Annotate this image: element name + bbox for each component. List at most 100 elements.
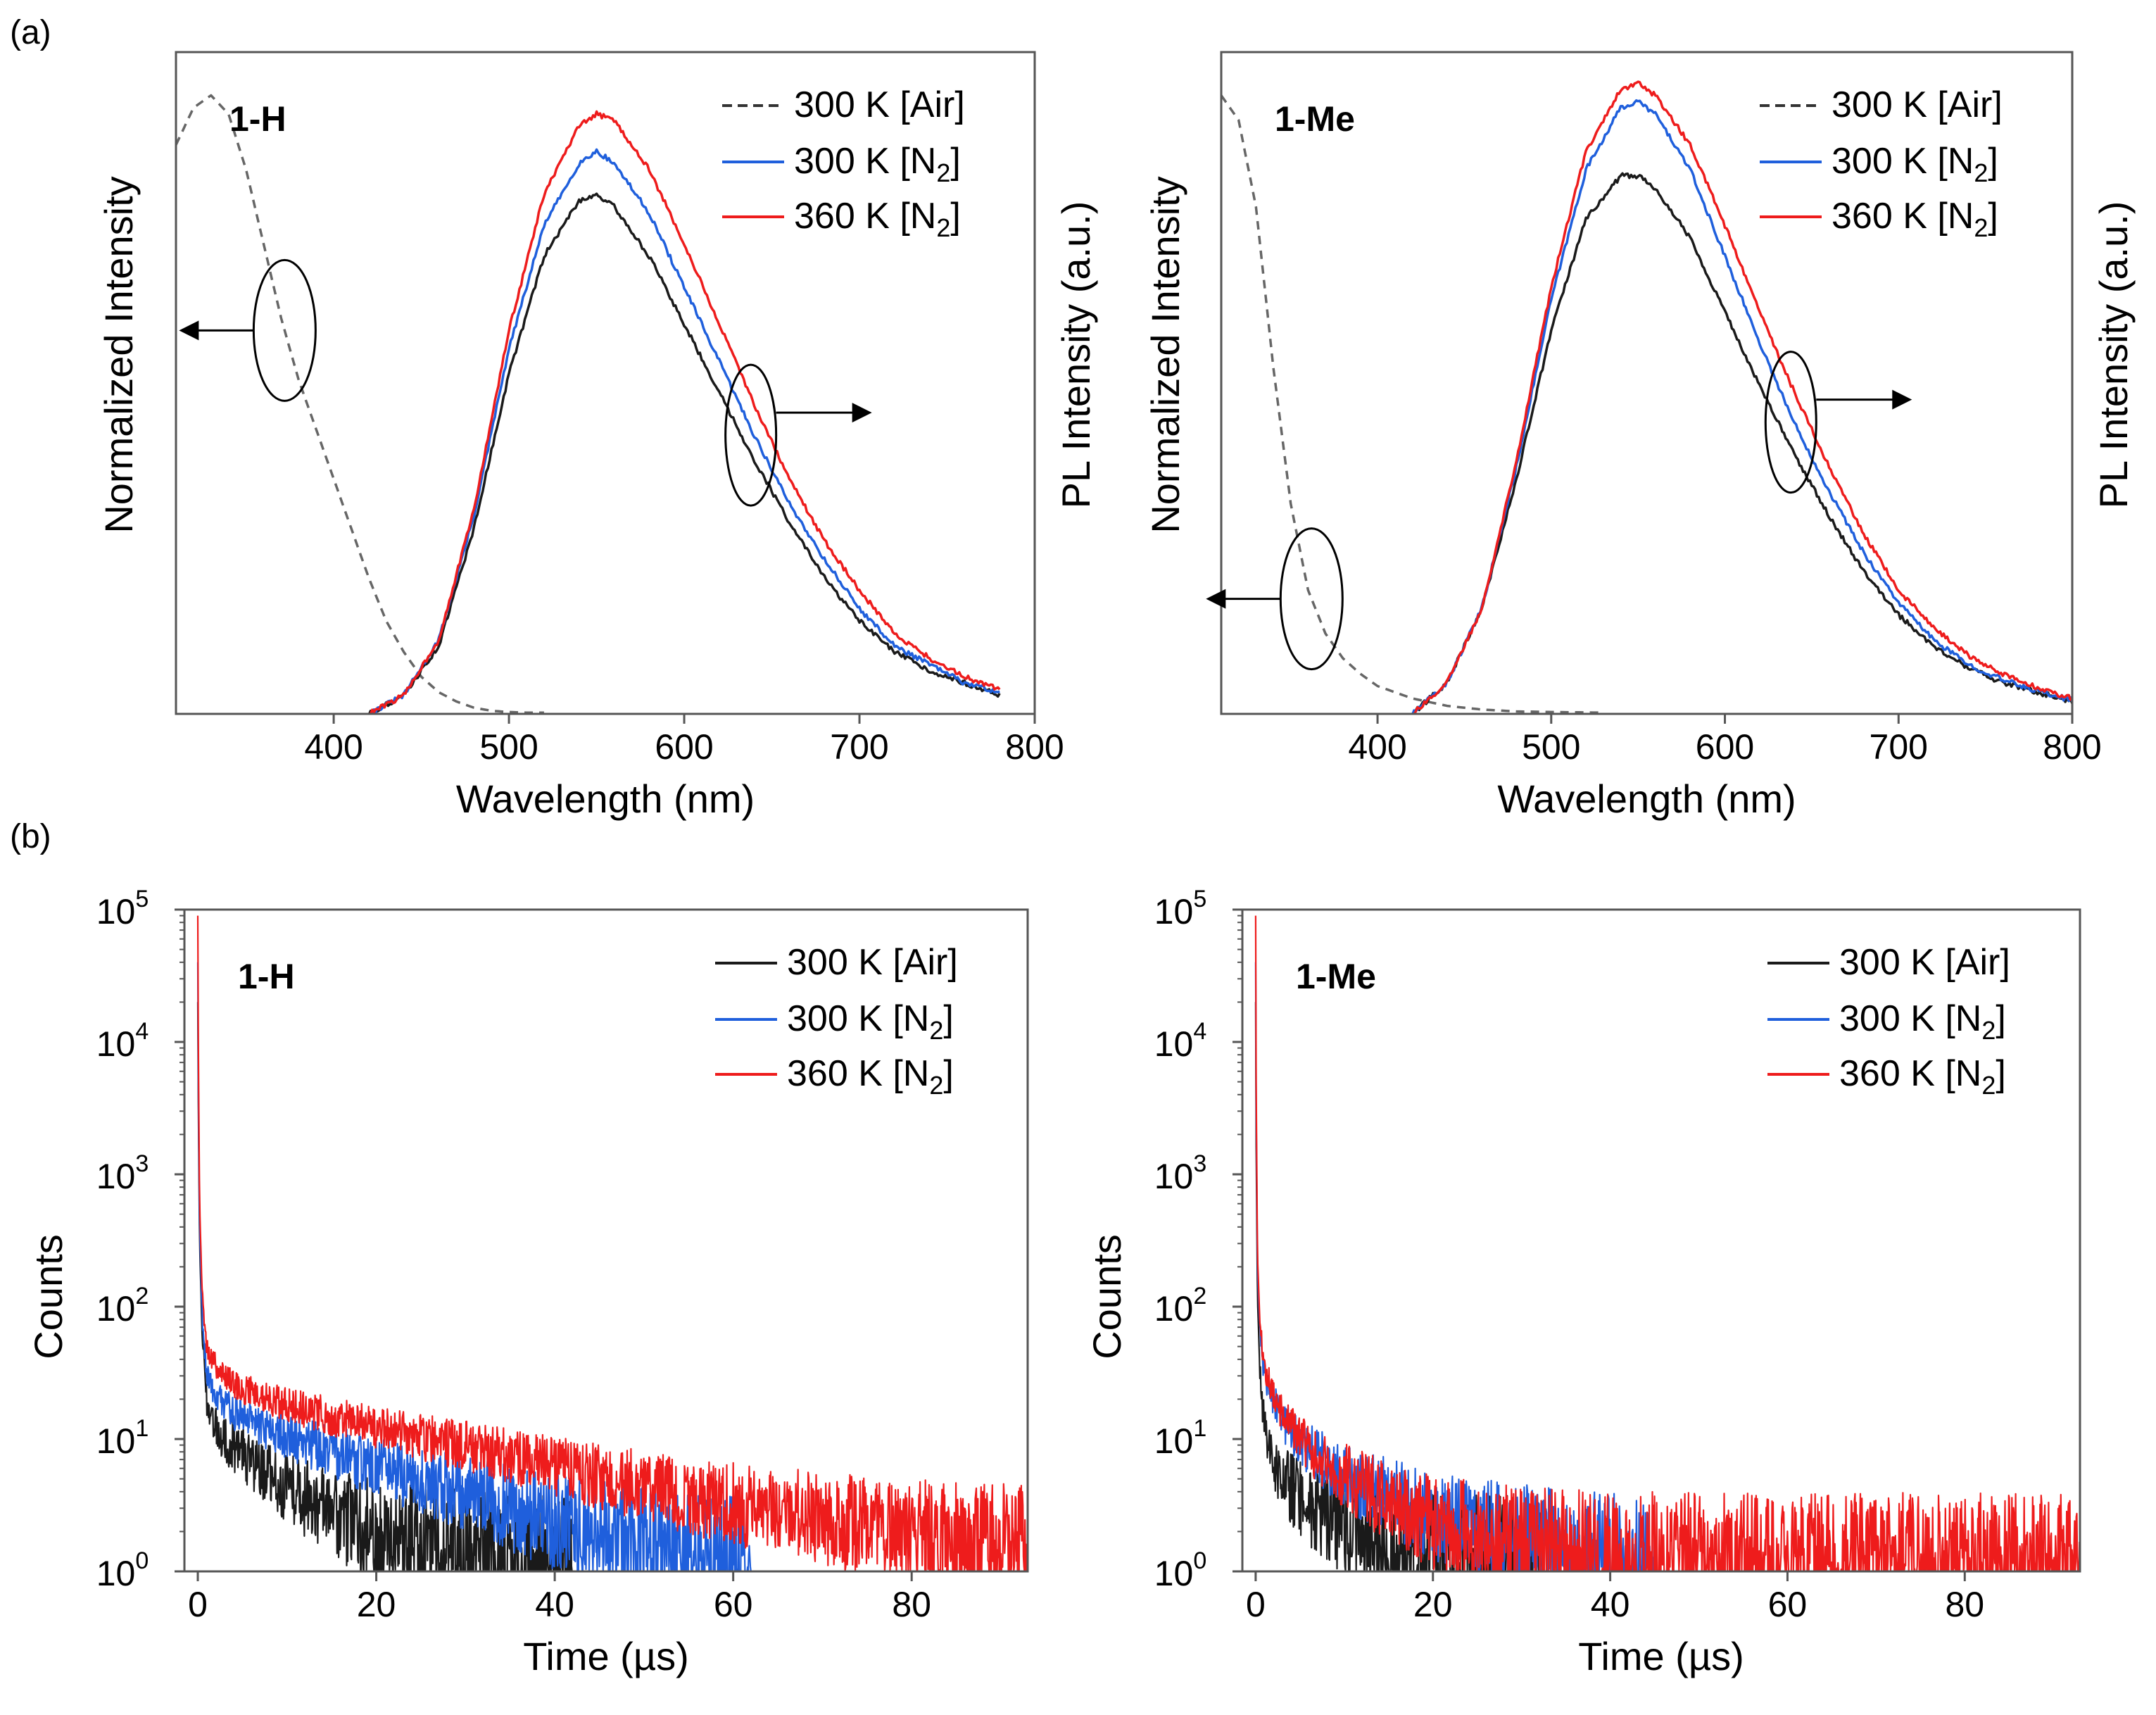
x-tick-label: 800 xyxy=(1005,727,1064,767)
legend-label-close: ] xyxy=(1988,196,1998,237)
legend-label-text: 300 K [N xyxy=(787,998,929,1039)
x-tick-label: 0 xyxy=(188,1585,208,1624)
x-tick-label: 80 xyxy=(892,1585,931,1624)
sample-label: 1-Me xyxy=(1296,957,1376,996)
series-360-k-n2- xyxy=(368,110,1001,714)
panel-label-b: (b) xyxy=(10,818,51,855)
sample-label: 1-H xyxy=(229,99,286,139)
plot-area xyxy=(1221,80,2072,714)
x-tick-label: 600 xyxy=(655,727,713,767)
x-tick-label: 700 xyxy=(1870,727,1928,767)
legend-label-0: 300 K [Air] xyxy=(1839,942,2010,983)
annotation-ellipse-emission xyxy=(1764,351,1817,494)
x-axis-label: Wavelength (nm) xyxy=(456,777,755,821)
y-tick-exponent: 1 xyxy=(135,1415,149,1442)
legend-label-text: 300 K [N xyxy=(1839,998,1981,1039)
y-tick-label: 100 xyxy=(96,1547,149,1593)
y-tick-base: 10 xyxy=(96,1554,136,1593)
x-tick-label: 60 xyxy=(714,1585,753,1624)
plot-frame xyxy=(1220,51,2074,715)
y-tick-base: 10 xyxy=(1154,1421,1194,1461)
y-axis-label: Counts xyxy=(26,1234,70,1359)
series-absorption-300-k-air- xyxy=(176,94,544,714)
y-tick-exponent: 4 xyxy=(135,1018,149,1045)
arrow-head-right-icon xyxy=(1892,389,1912,410)
series-300-k-air- xyxy=(1411,172,2072,714)
y-tick-base: 10 xyxy=(1154,1289,1194,1328)
y-tick-base: 10 xyxy=(96,1024,136,1064)
legend-label-subscript: 2 xyxy=(929,1071,943,1100)
arrow-head-left-icon xyxy=(179,320,199,341)
y-tick-exponent: 1 xyxy=(1193,1415,1206,1442)
legend-label-text: 300 K [Air] xyxy=(1832,84,2003,125)
legend-label-subscript: 2 xyxy=(1974,158,1988,187)
y-tick-exponent: 5 xyxy=(1193,886,1206,912)
legend-label-2: 360 K [N2] xyxy=(787,1053,954,1100)
y-tick-label: 103 xyxy=(1154,1150,1207,1196)
x-axis-label: Time (µs) xyxy=(523,1634,688,1678)
x-tick-label: 80 xyxy=(1945,1585,1984,1624)
plot-area xyxy=(196,915,1028,1571)
y-axis-label-left: Normalized Intensity xyxy=(96,176,141,533)
legend-label-1: 300 K [N2] xyxy=(787,998,954,1045)
legend-label-subscript: 2 xyxy=(936,213,950,242)
sample-label: 1-Me xyxy=(1275,99,1355,139)
legend-label-text: 360 K [N xyxy=(1839,1053,1981,1094)
y-tick-label: 105 xyxy=(96,886,149,931)
y-tick-label: 105 xyxy=(1154,886,1207,931)
legend-label-1: 300 K [N2] xyxy=(1832,141,1998,187)
y-tick-label: 104 xyxy=(96,1018,149,1064)
y-tick-exponent: 4 xyxy=(1193,1018,1206,1045)
legend-label-0: 300 K [Air] xyxy=(794,84,965,125)
legend-label-2: 360 K [N2] xyxy=(1839,1053,2006,1100)
series-360-k-n2- xyxy=(1411,80,2072,714)
y-tick-exponent: 3 xyxy=(135,1150,149,1177)
y-tick-label: 101 xyxy=(96,1415,149,1461)
legend-label-close: ] xyxy=(943,998,953,1039)
legend-label-close: ] xyxy=(1988,141,1998,182)
legend-label-text: 300 K [Air] xyxy=(787,942,958,983)
x-tick-label: 400 xyxy=(304,727,363,767)
x-axis-label: Wavelength (nm) xyxy=(1497,777,1796,821)
legend-label-text: 360 K [N xyxy=(787,1053,929,1094)
x-tick-label: 700 xyxy=(830,727,888,767)
chart-pl-1h: 400 500 600 700 800 Wavelength (nm) Normalized… xyxy=(96,51,1098,821)
x-tick-label: 600 xyxy=(1696,727,1754,767)
x-tick-label: 40 xyxy=(535,1585,574,1624)
series-300-k-n2- xyxy=(369,148,1000,714)
y-tick-label: 102 xyxy=(1154,1283,1207,1328)
x-tick-label: 20 xyxy=(357,1585,396,1624)
y-axis-label-left: Normalized Intensity xyxy=(1143,176,1187,533)
y-tick-label: 103 xyxy=(96,1150,149,1196)
y-tick-exponent: 3 xyxy=(1193,1150,1206,1177)
plot-frame xyxy=(1241,908,2081,1573)
series-300-k-n2- xyxy=(1411,99,2072,714)
x-axis-label: Time (µs) xyxy=(1578,1634,1744,1678)
series-360-k-n2- xyxy=(1254,915,2080,1571)
y-tick-base: 10 xyxy=(1154,1024,1194,1064)
y-tick-label: 102 xyxy=(96,1283,149,1328)
legend-label-subscript: 2 xyxy=(936,158,950,187)
legend-label-1: 300 K [N2] xyxy=(794,141,961,187)
series-absorption-300-k-air- xyxy=(1221,94,1603,714)
legend-label-1: 300 K [N2] xyxy=(1839,998,2006,1045)
y-tick-base: 10 xyxy=(1154,892,1194,931)
y-tick-label: 104 xyxy=(1154,1018,1207,1064)
legend-label-2: 360 K [N2] xyxy=(794,196,961,242)
x-tick-label: 20 xyxy=(1413,1585,1453,1624)
series-300-k-air- xyxy=(367,192,1001,714)
panel-label-a: (a) xyxy=(10,14,51,51)
y-tick-label: 101 xyxy=(1154,1415,1207,1461)
series-360-k-n2- xyxy=(196,915,1028,1571)
plot-area xyxy=(1254,915,2080,1571)
y-tick-exponent: 0 xyxy=(1193,1547,1206,1574)
y-axis-label-right: PL Intensity (a.u.) xyxy=(2091,201,2136,509)
x-tick-label: 400 xyxy=(1348,727,1406,767)
chart-pl-1me: 400 500 600 700 800 Wavelength (nm) Normalized… xyxy=(1143,51,2136,821)
legend-label-0: 300 K [Air] xyxy=(787,942,958,983)
legend-label-text: 300 K [Air] xyxy=(794,84,965,125)
legend-label-text: 300 K [Air] xyxy=(1839,942,2010,983)
legend-label-subscript: 2 xyxy=(1974,213,1988,242)
